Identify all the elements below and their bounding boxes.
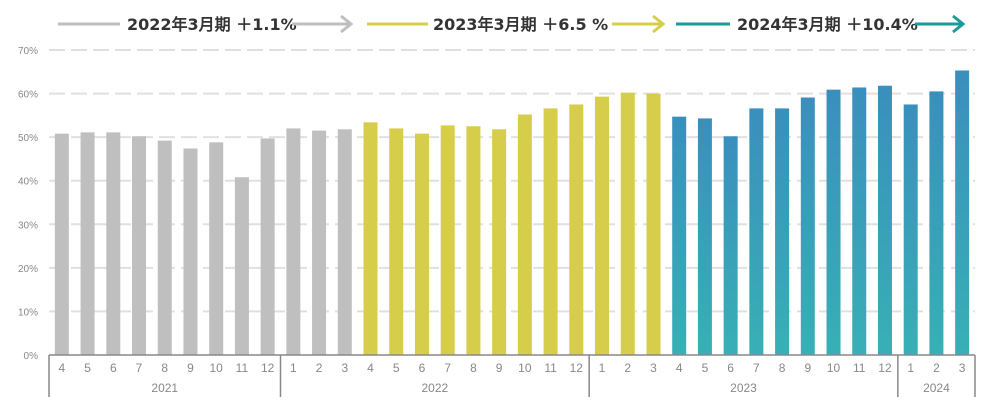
bar (543, 108, 558, 355)
bar (800, 97, 815, 355)
x-tick-label: 11 (544, 361, 557, 375)
bar (569, 104, 584, 355)
bar (775, 108, 790, 355)
x-tick-label: 8 (779, 361, 786, 375)
x-tick-label: 1 (290, 361, 297, 375)
y-tick-label: 0% (24, 351, 39, 362)
y-axis: 0% 10% 20% 30% 40% 50% 60% 70% (18, 46, 38, 362)
bar (157, 140, 172, 355)
bar (414, 133, 429, 355)
x-tick-label: 7 (444, 361, 451, 375)
bar (234, 177, 249, 355)
x-tick-label: 6 (727, 361, 734, 375)
bar (955, 70, 970, 355)
bar (620, 92, 635, 355)
y-tick-label: 50% (18, 133, 38, 144)
x-tick-label: 8 (470, 361, 477, 375)
bar (337, 129, 352, 355)
y-tick-label: 10% (18, 307, 38, 318)
bar (80, 132, 95, 355)
bar (697, 118, 712, 356)
x-tick-label: 2 (933, 361, 940, 375)
bar (517, 114, 532, 355)
x-tick-label: 3 (341, 361, 348, 375)
x-tick-label: 7 (753, 361, 760, 375)
x-tick-label: 2 (624, 361, 631, 375)
x-tick-label: 11 (853, 361, 866, 375)
period-label: 2024年3月期 ＋10.4% (737, 15, 918, 34)
x-tick-label: 1 (599, 361, 606, 375)
bar (877, 85, 892, 355)
x-tick-label: 8 (161, 361, 168, 375)
y-tick-label: 70% (18, 46, 38, 57)
x-tick-label: 4 (59, 361, 66, 375)
period-legend: 2022年3月期 ＋1.1% 2023年3月期 ＋6.5 % 2024年3月期 ＋1… (58, 14, 966, 34)
bar (183, 148, 198, 355)
bar (826, 89, 841, 356)
y-tick-label: 60% (18, 90, 38, 101)
bar (723, 136, 738, 355)
year-label: 2021 (151, 381, 178, 395)
x-tick-label: 12 (878, 361, 892, 375)
bar (672, 116, 687, 356)
bar (209, 142, 224, 355)
year-label: 2023 (730, 381, 757, 395)
x-tick-label: 4 (367, 361, 374, 375)
x-tick-label: 10 (210, 361, 224, 375)
bar (646, 93, 661, 356)
arrow-head-icon (952, 14, 966, 34)
bar (389, 128, 404, 355)
bar (440, 125, 455, 355)
year-label: 2022 (421, 381, 448, 395)
y-tick-label: 20% (18, 264, 38, 275)
arrow-head-icon (652, 14, 666, 34)
x-axis: 4 5 6 7 8 9 10 11 12 1 2 3 4 5 6 7 8 9 10 11 12 1 2 3 4 5 6 7 8 9 10 11… (48, 354, 976, 397)
year-label: 2024 (923, 381, 950, 395)
arrow-head-icon (340, 14, 354, 34)
x-tick-label: 10 (518, 361, 532, 375)
x-tick-label: 5 (702, 361, 709, 375)
period-label: 2022年3月期 ＋1.1% (127, 15, 297, 34)
bar (929, 91, 944, 356)
x-tick-label: 1 (907, 361, 914, 375)
gridlines (49, 49, 975, 313)
bar (312, 130, 327, 355)
x-tick-label: 3 (650, 361, 657, 375)
x-tick-label: 10 (827, 361, 841, 375)
x-tick-label: 12 (261, 361, 275, 375)
x-tick-label: 5 (393, 361, 400, 375)
y-tick-label: 40% (18, 177, 38, 188)
x-tick-label: 6 (419, 361, 426, 375)
bar (492, 129, 507, 355)
x-tick-label: 11 (236, 361, 249, 375)
x-tick-label: 9 (187, 361, 194, 375)
x-tick-label: 7 (136, 361, 143, 375)
bar (466, 126, 481, 355)
x-tick-label: 5 (84, 361, 91, 375)
x-tick-label: 6 (110, 361, 117, 375)
bar (852, 87, 867, 355)
bar (132, 136, 147, 355)
x-tick-label: 3 (959, 361, 966, 375)
x-tick-label: 4 (676, 361, 683, 375)
bar (363, 122, 378, 355)
bar (260, 138, 275, 355)
x-tick-label: 9 (496, 361, 503, 375)
bar (106, 132, 121, 355)
bar (903, 104, 918, 355)
period-label: 2023年3月期 ＋6.5 % (433, 15, 608, 34)
bar (749, 108, 764, 355)
x-tick-label: 2 (316, 361, 323, 375)
bar (54, 133, 69, 355)
bar (286, 128, 301, 355)
bar (595, 96, 610, 355)
x-tick-label: 12 (570, 361, 584, 375)
y-tick-label: 30% (18, 220, 38, 231)
bars (54, 70, 970, 356)
x-tick-label: 9 (804, 361, 811, 375)
